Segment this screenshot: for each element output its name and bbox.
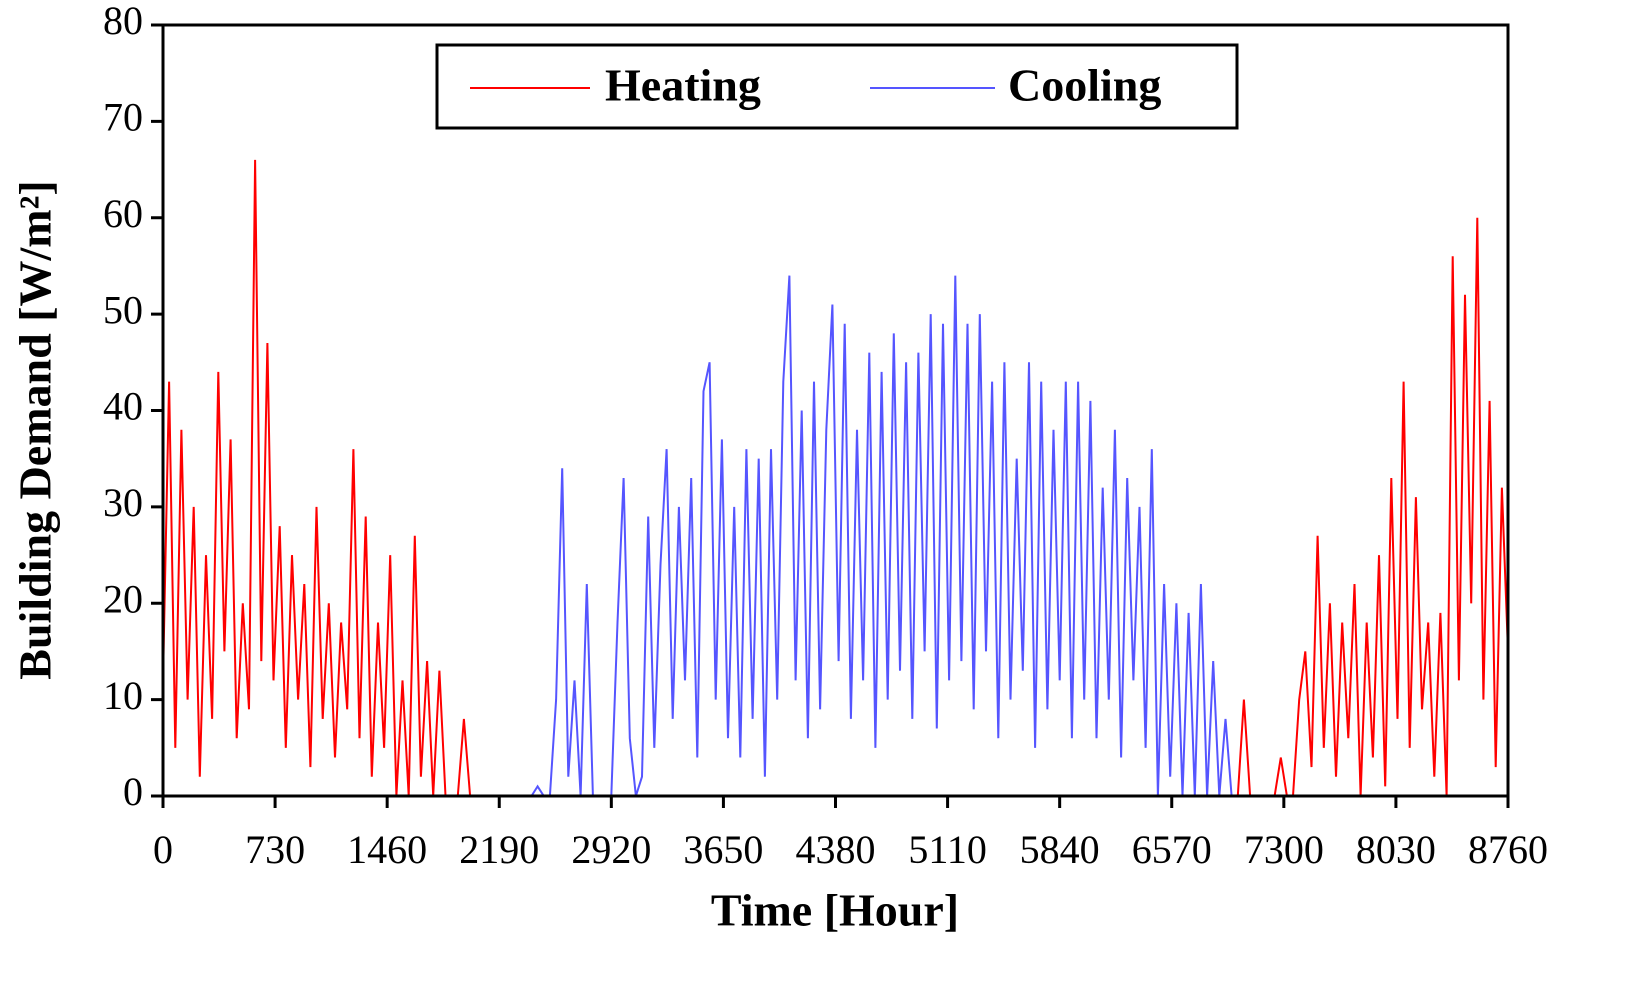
y-tick-label: 80 bbox=[103, 0, 143, 43]
x-tick-label: 8030 bbox=[1356, 827, 1436, 872]
y-tick-label: 40 bbox=[103, 384, 143, 429]
x-tick-label: 730 bbox=[245, 827, 305, 872]
y-tick-label: 20 bbox=[103, 576, 143, 621]
x-tick-label: 4380 bbox=[796, 827, 876, 872]
y-tick-label: 50 bbox=[103, 287, 143, 332]
x-tick-label: 8760 bbox=[1468, 827, 1548, 872]
x-tick-label: 5840 bbox=[1020, 827, 1100, 872]
series-line bbox=[162, 159, 1509, 797]
y-axis-title: Building Demand [W/m²] bbox=[10, 180, 61, 679]
plot-frame bbox=[161, 23, 1510, 798]
x-tick-label: 1460 bbox=[347, 827, 427, 872]
series-line bbox=[530, 275, 1238, 797]
x-tick-label: 6570 bbox=[1132, 827, 1212, 872]
x-tick-label: 2920 bbox=[571, 827, 651, 872]
x-tick-label: 7300 bbox=[1244, 827, 1324, 872]
x-tick-label: 5110 bbox=[908, 827, 987, 872]
x-tick-label: 2190 bbox=[459, 827, 539, 872]
y-tick-label: 0 bbox=[123, 769, 143, 814]
y-tick-label: 10 bbox=[103, 673, 143, 718]
y-tick-label: 30 bbox=[103, 480, 143, 525]
x-axis-title: Time [Hour] bbox=[711, 885, 959, 936]
x-tick-label: 3650 bbox=[683, 827, 763, 872]
x-tick-label: 0 bbox=[153, 827, 173, 872]
y-tick-label: 70 bbox=[103, 95, 143, 140]
legend-label: Heating bbox=[605, 60, 761, 111]
legend-label: Cooling bbox=[1008, 60, 1161, 111]
legend-box bbox=[435, 43, 1239, 130]
y-tick-label: 60 bbox=[103, 191, 143, 236]
